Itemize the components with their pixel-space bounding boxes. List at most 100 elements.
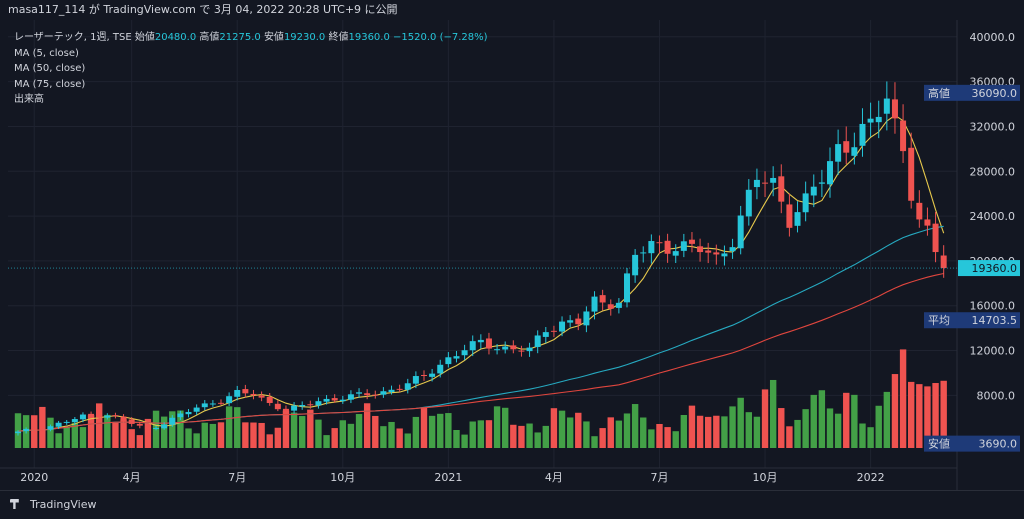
candle-body (396, 388, 403, 390)
moving-averages (17, 114, 945, 433)
candle-body (242, 389, 249, 394)
candle-body (624, 273, 630, 303)
candle-body (542, 332, 549, 337)
volume-bar (331, 428, 338, 448)
candle-body (705, 250, 712, 253)
volume-bar (493, 406, 501, 448)
candle-body (412, 376, 419, 384)
candle-body (380, 391, 387, 395)
volume-bar (859, 423, 866, 448)
volume-bar (883, 391, 891, 448)
candle-body (104, 415, 111, 418)
candle-body (372, 394, 379, 396)
candle-body (23, 428, 30, 432)
volume-bar (469, 421, 476, 448)
volume-bar (372, 415, 379, 448)
candle-body (47, 426, 54, 430)
volume-bar (916, 384, 923, 448)
tradingview-logo[interactable]: TradingView (10, 498, 96, 511)
volume-bar (834, 413, 842, 448)
candle-body (209, 403, 216, 405)
volume-bars (14, 349, 947, 448)
volume-bar (63, 427, 70, 448)
candle-body (339, 399, 346, 402)
candle-body (226, 396, 233, 404)
volume-bar (201, 422, 208, 448)
y-tick-label: 8000.0 (977, 389, 1016, 402)
symbol-ohlc-row[interactable]: レーザーテック, 1週, TSE 始値20480.0 高値21275.0 安値1… (14, 30, 488, 46)
volume-bar (542, 425, 549, 448)
x-tick-label: 4月 (545, 471, 563, 484)
volume-bar (428, 415, 436, 448)
volume-bar (721, 416, 728, 448)
candle-body (737, 215, 744, 249)
volume-bar (534, 432, 541, 448)
volume-bar (891, 374, 899, 448)
volume-bar (485, 420, 493, 448)
candle-body (615, 302, 622, 308)
volume-bar (412, 416, 420, 448)
candle-body (762, 182, 769, 184)
indicator-ma50[interactable]: MA (50, close) (14, 63, 86, 74)
candle-body (680, 241, 687, 251)
volume-bar (209, 423, 217, 448)
y-tick-label: 32000.0 (970, 120, 1016, 133)
candle-body (421, 375, 427, 377)
volume-bar (591, 436, 598, 448)
candle-body (258, 395, 265, 398)
low-price-label: 安値 (928, 437, 950, 451)
candle-body (266, 396, 273, 403)
last-price-value: 19360.0 (972, 262, 1018, 275)
grid-lines (8, 20, 957, 468)
volume-bar (843, 392, 850, 448)
volume-bar (753, 416, 761, 448)
volume-bar (924, 386, 931, 448)
volume-bar (453, 429, 460, 448)
volume-bar (299, 416, 306, 448)
candle-body (128, 419, 135, 424)
volume-bar (39, 406, 46, 448)
candle-body (453, 356, 460, 359)
candle-body (331, 398, 338, 401)
low-label: 安値 (263, 32, 284, 43)
candle-body (900, 120, 907, 152)
avg-price-label: 平均 (928, 314, 950, 327)
candle-body (567, 320, 574, 323)
candle-body (745, 189, 752, 217)
volume-bar (786, 426, 793, 448)
candle-body (729, 247, 736, 252)
volume-bar (55, 433, 62, 448)
candle-body (429, 373, 436, 377)
candle-body (96, 416, 103, 418)
candle-body (859, 123, 866, 146)
ma-line-75 (17, 272, 944, 433)
volume-bar (558, 410, 566, 448)
volume-bar (566, 417, 574, 448)
candle-body (835, 144, 842, 162)
candle-body (315, 401, 322, 406)
indicator-ma5[interactable]: MA (5, close) (14, 47, 79, 59)
indicator-volume[interactable]: 出来高 (14, 94, 44, 105)
candle-body (494, 349, 501, 351)
candle-body (193, 407, 200, 412)
chart-area[interactable]: 40000.036000.032000.028000.024000.020000… (0, 20, 1024, 490)
candle-body (31, 429, 38, 431)
avg-price-value: 14703.5 (972, 314, 1018, 327)
indicator-ma75[interactable]: MA (75, close) (14, 78, 86, 90)
candle-body (15, 431, 21, 434)
candle-body (63, 421, 70, 423)
volume-bar (112, 422, 119, 448)
chart-legend: レーザーテック, 1週, TSE 始値20480.0 高値21275.0 安値1… (14, 30, 488, 108)
x-tick-label: 7月 (650, 471, 668, 484)
volume-bar (502, 407, 509, 448)
price-chart[interactable]: 40000.036000.032000.028000.024000.020000… (0, 20, 1024, 490)
volume-bar (875, 405, 882, 448)
candle-body (721, 253, 728, 257)
volume-bar (169, 411, 176, 448)
volume-bar (136, 435, 143, 448)
candle-body (924, 219, 931, 226)
volume-bar (347, 423, 355, 448)
volume-bar (664, 427, 671, 448)
last-price-box (958, 260, 1020, 277)
volume-bar (550, 408, 558, 448)
